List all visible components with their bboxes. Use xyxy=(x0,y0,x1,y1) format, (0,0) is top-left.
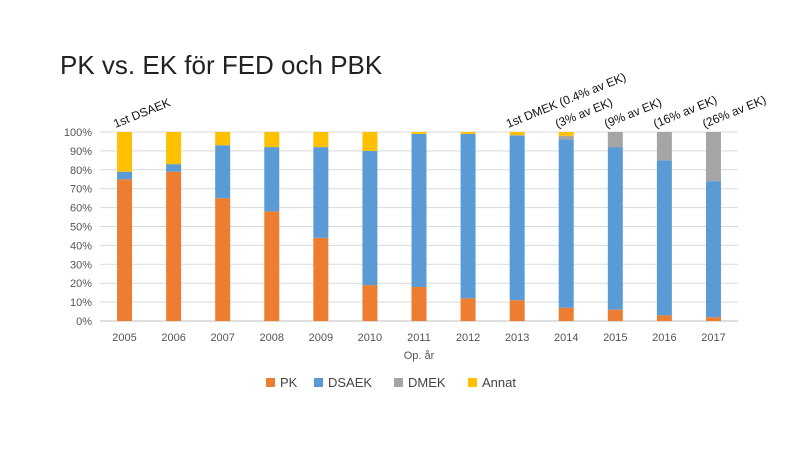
bar-segment-dmek xyxy=(607,132,623,148)
bar-segment-annat xyxy=(509,132,525,136)
x-tick-label: 2010 xyxy=(358,332,382,344)
legend-swatch-dsaek xyxy=(314,378,323,387)
bar-segment-pk xyxy=(558,307,574,321)
y-tick-label: 10% xyxy=(70,297,92,309)
bar-segment-pk xyxy=(215,198,231,321)
bar-segment-annat xyxy=(215,132,231,146)
annotation-label: 1st DSAEK xyxy=(111,95,172,130)
x-tick-label: 2014 xyxy=(554,332,578,344)
x-tick-label: 2013 xyxy=(505,332,529,344)
bar-segment-dmek xyxy=(509,135,525,136)
bar-segment-dsaek xyxy=(362,150,378,286)
y-tick-label: 0% xyxy=(76,316,92,328)
bar-segment-dmek xyxy=(656,132,672,161)
y-tick-label: 30% xyxy=(70,259,92,271)
y-tick-label: 100% xyxy=(64,127,92,139)
bar-segment-dsaek xyxy=(607,147,623,310)
y-tick-label: 40% xyxy=(70,240,92,252)
bar-segment-dsaek xyxy=(411,133,427,287)
bar-segment-annat xyxy=(362,132,378,151)
slide-title: PK vs. EK för FED och PBK xyxy=(60,50,383,80)
bar-segment-dsaek xyxy=(166,164,182,172)
bar-segment-dsaek xyxy=(656,160,672,316)
legend-label-dmek: DMEK xyxy=(408,375,446,390)
bar-segment-annat xyxy=(264,132,280,148)
bar-segment-annat xyxy=(313,132,329,148)
legend-label-dsaek: DSAEK xyxy=(328,375,372,390)
x-tick-label: 2009 xyxy=(309,332,333,344)
bar-segment-dmek xyxy=(558,135,574,140)
x-tick-label: 2012 xyxy=(456,332,480,344)
y-tick-label: 20% xyxy=(70,278,92,290)
legend-label-pk: PK xyxy=(280,375,298,390)
x-axis-label: Op. år xyxy=(404,350,435,362)
x-tick-label: 2007 xyxy=(210,332,234,344)
bar-segment-dmek xyxy=(705,132,721,182)
x-tick-label: 2006 xyxy=(161,332,185,344)
bar-segment-annat xyxy=(558,132,574,136)
bar-segment-dsaek xyxy=(460,133,476,299)
bar-segment-pk xyxy=(166,171,182,321)
bar-segment-pk xyxy=(313,237,329,321)
x-tick-label: 2017 xyxy=(701,332,725,344)
bar-segment-annat xyxy=(411,132,427,134)
x-tick-label: 2011 xyxy=(407,332,431,344)
x-tick-label: 2016 xyxy=(652,332,676,344)
bar-segment-dsaek xyxy=(313,147,329,238)
y-tick-label: 70% xyxy=(70,184,92,196)
x-tick-label: 2008 xyxy=(260,332,284,344)
x-tick-label: 2015 xyxy=(603,332,627,344)
bar-segment-dsaek xyxy=(215,145,231,199)
legend-swatch-annat xyxy=(468,378,477,387)
bar-segment-dsaek xyxy=(558,139,574,308)
y-tick-label: 50% xyxy=(70,222,92,234)
bar-segment-dsaek xyxy=(705,181,721,318)
y-tick-label: 90% xyxy=(70,146,92,158)
bar-segment-pk xyxy=(411,286,427,321)
bar-segment-annat xyxy=(460,132,476,134)
bar-segment-annat xyxy=(117,132,133,172)
bar-segment-pk xyxy=(117,179,133,321)
bar-segment-dsaek xyxy=(117,171,133,180)
bar-segment-pk xyxy=(460,298,476,321)
y-tick-label: 80% xyxy=(70,165,92,177)
bar-segment-dsaek xyxy=(264,147,280,212)
bar-segment-pk xyxy=(362,285,378,321)
bar-segment-pk xyxy=(656,315,672,321)
bar-segment-dsaek xyxy=(509,135,525,301)
legend-swatch-dmek xyxy=(394,378,403,387)
bar-segment-annat xyxy=(166,132,182,165)
bar-segment-pk xyxy=(705,317,721,321)
bar-segment-pk xyxy=(264,211,280,321)
legend-swatch-pk xyxy=(266,378,275,387)
legend-label-annat: Annat xyxy=(482,375,516,390)
bar-segment-pk xyxy=(607,309,623,321)
bar-segment-pk xyxy=(509,300,525,321)
y-tick-label: 60% xyxy=(70,203,92,215)
x-tick-label: 2005 xyxy=(112,332,136,344)
